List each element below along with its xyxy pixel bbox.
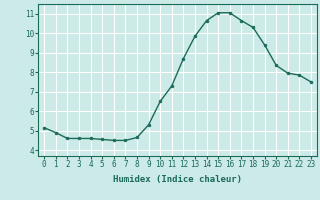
X-axis label: Humidex (Indice chaleur): Humidex (Indice chaleur) (113, 175, 242, 184)
